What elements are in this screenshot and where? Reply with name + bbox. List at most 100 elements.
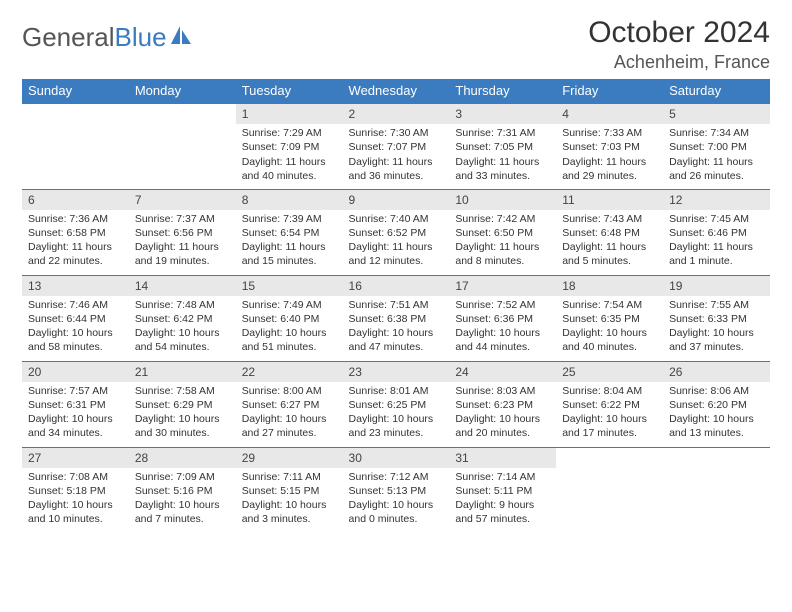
day-details: Sunrise: 7:42 AMSunset: 6:50 PMDaylight:… [449,210,556,273]
calendar-cell: 25Sunrise: 8:04 AMSunset: 6:22 PMDayligh… [556,361,663,447]
sunrise-text: Sunrise: 8:03 AM [455,384,550,398]
sunset-text: Sunset: 6:27 PM [242,398,337,412]
sunrise-text: Sunrise: 7:46 AM [28,298,123,312]
header: GeneralBlue October 2024 Achenheim, Fran… [22,16,770,73]
calendar-row: 6Sunrise: 7:36 AMSunset: 6:58 PMDaylight… [22,189,770,275]
sunset-text: Sunset: 7:03 PM [562,140,657,154]
calendar-cell [663,447,770,533]
daylight-text: Daylight: 11 hours and 8 minutes. [455,240,550,268]
daylight-text: Daylight: 11 hours and 19 minutes. [135,240,230,268]
day-details: Sunrise: 7:57 AMSunset: 6:31 PMDaylight:… [22,382,129,445]
daylight-text: Daylight: 10 hours and 10 minutes. [28,498,123,526]
sunset-text: Sunset: 7:00 PM [669,140,764,154]
sunrise-text: Sunrise: 7:08 AM [28,470,123,484]
sunset-text: Sunset: 5:18 PM [28,484,123,498]
sunrise-text: Sunrise: 7:11 AM [242,470,337,484]
day-details: Sunrise: 7:08 AMSunset: 5:18 PMDaylight:… [22,468,129,531]
day-details: Sunrise: 8:01 AMSunset: 6:25 PMDaylight:… [343,382,450,445]
day-number: 18 [556,276,663,296]
sunrise-text: Sunrise: 7:55 AM [669,298,764,312]
daylight-text: Daylight: 11 hours and 15 minutes. [242,240,337,268]
location-label: Achenheim, France [588,52,770,73]
sunset-text: Sunset: 6:20 PM [669,398,764,412]
daylight-text: Daylight: 11 hours and 29 minutes. [562,155,657,183]
day-number: 9 [343,190,450,210]
calendar-cell: 12Sunrise: 7:45 AMSunset: 6:46 PMDayligh… [663,189,770,275]
sunrise-text: Sunrise: 7:09 AM [135,470,230,484]
sunset-text: Sunset: 7:09 PM [242,140,337,154]
day-number: 16 [343,276,450,296]
day-number: 31 [449,448,556,468]
sunrise-text: Sunrise: 7:37 AM [135,212,230,226]
sunset-text: Sunset: 6:56 PM [135,226,230,240]
day-header: Saturday [663,79,770,103]
day-details: Sunrise: 7:09 AMSunset: 5:16 PMDaylight:… [129,468,236,531]
sunrise-text: Sunrise: 7:40 AM [349,212,444,226]
day-number: 28 [129,448,236,468]
day-number: 11 [556,190,663,210]
calendar-row: 20Sunrise: 7:57 AMSunset: 6:31 PMDayligh… [22,361,770,447]
day-header: Monday [129,79,236,103]
calendar-cell: 29Sunrise: 7:11 AMSunset: 5:15 PMDayligh… [236,447,343,533]
calendar-cell: 26Sunrise: 8:06 AMSunset: 6:20 PMDayligh… [663,361,770,447]
day-details: Sunrise: 7:33 AMSunset: 7:03 PMDaylight:… [556,124,663,187]
day-number: 3 [449,104,556,124]
daylight-text: Daylight: 11 hours and 40 minutes. [242,155,337,183]
sunrise-text: Sunrise: 7:43 AM [562,212,657,226]
daylight-text: Daylight: 10 hours and 37 minutes. [669,326,764,354]
sunrise-text: Sunrise: 8:00 AM [242,384,337,398]
day-details: Sunrise: 8:04 AMSunset: 6:22 PMDaylight:… [556,382,663,445]
calendar-cell: 20Sunrise: 7:57 AMSunset: 6:31 PMDayligh… [22,361,129,447]
day-details: Sunrise: 7:36 AMSunset: 6:58 PMDaylight:… [22,210,129,273]
day-number: 26 [663,362,770,382]
daylight-text: Daylight: 10 hours and 54 minutes. [135,326,230,354]
sunset-text: Sunset: 5:13 PM [349,484,444,498]
calendar-row: 1Sunrise: 7:29 AMSunset: 7:09 PMDaylight… [22,103,770,189]
day-number: 30 [343,448,450,468]
day-number: 7 [129,190,236,210]
calendar-row: 13Sunrise: 7:46 AMSunset: 6:44 PMDayligh… [22,275,770,361]
sunset-text: Sunset: 5:16 PM [135,484,230,498]
logo: GeneralBlue [22,22,193,53]
sunrise-text: Sunrise: 7:58 AM [135,384,230,398]
sunset-text: Sunset: 6:48 PM [562,226,657,240]
sunset-text: Sunset: 7:05 PM [455,140,550,154]
calendar-cell: 10Sunrise: 7:42 AMSunset: 6:50 PMDayligh… [449,189,556,275]
day-details: Sunrise: 7:49 AMSunset: 6:40 PMDaylight:… [236,296,343,359]
page-title: October 2024 [588,16,770,50]
sunrise-text: Sunrise: 7:48 AM [135,298,230,312]
daylight-text: Daylight: 11 hours and 33 minutes. [455,155,550,183]
day-details: Sunrise: 7:40 AMSunset: 6:52 PMDaylight:… [343,210,450,273]
calendar-cell: 6Sunrise: 7:36 AMSunset: 6:58 PMDaylight… [22,189,129,275]
day-number: 27 [22,448,129,468]
sunrise-text: Sunrise: 7:31 AM [455,126,550,140]
daylight-text: Daylight: 9 hours and 57 minutes. [455,498,550,526]
sunset-text: Sunset: 6:29 PM [135,398,230,412]
calendar-cell: 11Sunrise: 7:43 AMSunset: 6:48 PMDayligh… [556,189,663,275]
logo-text-part1: General [22,22,115,53]
sunset-text: Sunset: 6:58 PM [28,226,123,240]
daylight-text: Daylight: 11 hours and 22 minutes. [28,240,123,268]
day-details: Sunrise: 7:46 AMSunset: 6:44 PMDaylight:… [22,296,129,359]
day-number: 13 [22,276,129,296]
day-details: Sunrise: 7:30 AMSunset: 7:07 PMDaylight:… [343,124,450,187]
day-header: Thursday [449,79,556,103]
sunset-text: Sunset: 6:52 PM [349,226,444,240]
day-details: Sunrise: 7:37 AMSunset: 6:56 PMDaylight:… [129,210,236,273]
title-block: October 2024 Achenheim, France [588,16,770,73]
calendar-cell: 7Sunrise: 7:37 AMSunset: 6:56 PMDaylight… [129,189,236,275]
sunset-text: Sunset: 6:40 PM [242,312,337,326]
sunset-text: Sunset: 6:35 PM [562,312,657,326]
calendar-cell: 24Sunrise: 8:03 AMSunset: 6:23 PMDayligh… [449,361,556,447]
calendar-cell: 21Sunrise: 7:58 AMSunset: 6:29 PMDayligh… [129,361,236,447]
day-details: Sunrise: 7:34 AMSunset: 7:00 PMDaylight:… [663,124,770,187]
day-details: Sunrise: 7:14 AMSunset: 5:11 PMDaylight:… [449,468,556,531]
day-details: Sunrise: 7:12 AMSunset: 5:13 PMDaylight:… [343,468,450,531]
day-number: 29 [236,448,343,468]
daylight-text: Daylight: 10 hours and 3 minutes. [242,498,337,526]
calendar-cell: 15Sunrise: 7:49 AMSunset: 6:40 PMDayligh… [236,275,343,361]
day-number: 10 [449,190,556,210]
day-number: 19 [663,276,770,296]
day-details: Sunrise: 7:31 AMSunset: 7:05 PMDaylight:… [449,124,556,187]
calendar-cell [129,103,236,189]
